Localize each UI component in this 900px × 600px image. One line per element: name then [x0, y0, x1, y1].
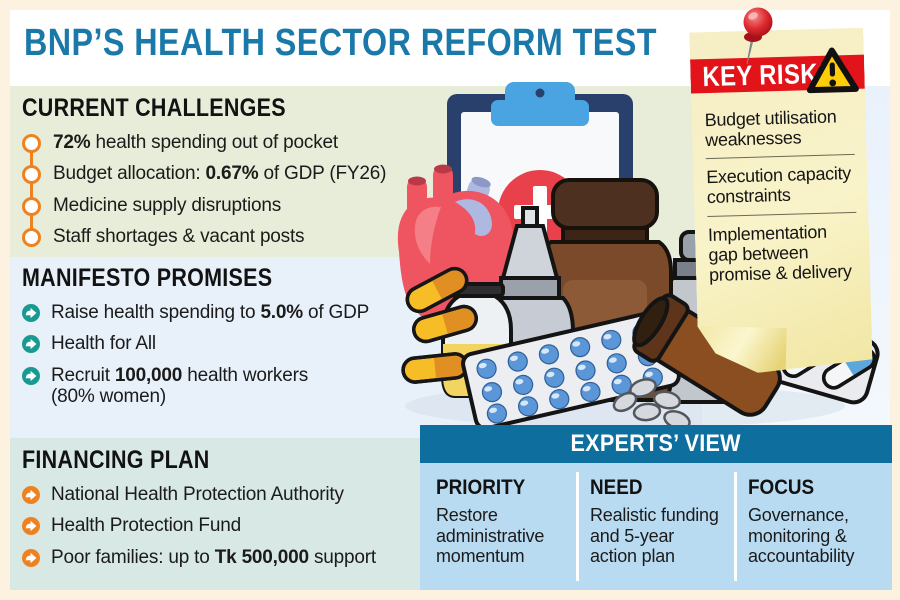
promises-list: Raise health spending to 5.0% of GDP Hea…: [22, 302, 427, 407]
experts-view-panel: EXPERTS’ VIEW PRIORITY Restore administr…: [420, 425, 892, 590]
experts-view-header: EXPERTS’ VIEW: [420, 425, 892, 463]
spilled-pills: [612, 378, 691, 430]
circle-arrow-icon: [22, 486, 40, 504]
section-current-challenges: CURRENT CHALLENGES 72% health spending o…: [22, 94, 427, 257]
financing-band: [10, 438, 420, 590]
text-segment: (80% women): [51, 385, 167, 407]
section-heading: FINANCING PLAN: [22, 446, 210, 474]
list-item: Recruit 100,000 health workers (80% women…: [22, 365, 427, 408]
text-segment-bold: 72%: [53, 132, 91, 153]
list-item-text: Budget allocation: 0.67% of GDP (FY26): [53, 163, 386, 184]
list-item: Budget allocation: 0.67% of GDP (FY26): [22, 163, 427, 185]
section-heading: MANIFESTO PROMISES: [22, 264, 273, 292]
text-segment: Raise health spending to: [51, 302, 261, 323]
text-segment: Medicine supply disruptions: [53, 194, 281, 216]
text-segment: National Health Protection Authority: [51, 484, 344, 505]
text-segment: Recruit: [51, 364, 115, 386]
experts-column-need: NEED Realistic funding and 5-year action…: [590, 476, 722, 567]
text-segment: Health Protection Fund: [51, 515, 241, 537]
list-item-text: Health for All: [51, 333, 156, 354]
section-heading: CURRENT CHALLENGES: [22, 94, 286, 122]
list-item-text: Medicine supply disruptions: [53, 195, 281, 216]
section-financing-plan: FINANCING PLAN National Health Protectio…: [22, 446, 414, 578]
column-label: PRIORITY: [436, 476, 526, 499]
text-segment: Poor families: up to: [51, 546, 215, 568]
experts-view-body: PRIORITY Restore administrative momentum…: [420, 463, 892, 590]
risk-item: Execution capacity constraints: [706, 155, 857, 216]
capsules-icon: [401, 266, 478, 384]
text-segment: health workers: [182, 364, 308, 386]
text-segment: Health for All: [51, 333, 156, 355]
column-label: NEED: [590, 476, 643, 499]
list-item: Staff shortages & vacant posts: [22, 226, 427, 247]
warning-triangle-icon: [805, 45, 860, 96]
column-divider: [734, 472, 737, 581]
list-item-text: Raise health spending to 5.0% of GDP: [51, 302, 369, 323]
risk-item: Budget utilisation weaknesses: [704, 98, 855, 159]
spilled-bottle-icon: [612, 293, 782, 430]
list-item-text: Staff shortages & vacant posts: [53, 225, 305, 247]
circle-arrow-icon: [22, 517, 40, 536]
list-item-text: Poor families: up to Tk 500,000 support: [51, 547, 376, 568]
circle-arrow-icon: [22, 548, 40, 567]
column-text: Restore administrative momentum: [436, 505, 545, 567]
page-title: BNP’S HEALTH SECTOR REFORM TEST: [24, 22, 657, 64]
financing-list: National Health Protection Authority Hea…: [22, 484, 414, 568]
text-segment-bold: 100,000: [114, 364, 183, 386]
text-segment: of GDP: [302, 302, 370, 323]
column-divider: [576, 472, 579, 581]
list-item-text: Health Protection Fund: [51, 515, 241, 536]
circle-arrow-icon: [22, 366, 40, 385]
column-text: Realistic funding and 5-year action plan: [590, 505, 719, 567]
circle-arrow-icon: [22, 304, 40, 322]
list-item: Health for All: [22, 333, 427, 354]
text-segment-bold: 5.0%: [260, 302, 303, 323]
list-item-text: Recruit 100,000 health workers (80% women…: [51, 365, 308, 408]
list-item-text: 72% health spending out of pocket: [53, 132, 338, 153]
experts-column-priority: PRIORITY Restore administrative momentum: [436, 476, 568, 567]
list-item: National Health Protection Authority: [22, 484, 414, 505]
list-item: Raise health spending to 5.0% of GDP: [22, 302, 427, 323]
key-risks-list: Budget utilisation weaknesses Execution …: [704, 98, 858, 293]
text-segment: Staff shortages & vacant posts: [53, 225, 305, 247]
text-segment: health spending out of pocket: [90, 132, 339, 153]
challenges-list: 72% health spending out of pocket Budget…: [22, 132, 427, 247]
experts-view-title: EXPERTS’ VIEW: [570, 430, 742, 457]
list-item: Health Protection Fund: [22, 515, 414, 536]
text-segment: Budget allocation:: [53, 163, 206, 185]
list-item: Medicine supply disruptions: [22, 195, 427, 216]
list-item: 72% health spending out of pocket: [22, 132, 427, 153]
text-segment: of GDP (FY26): [258, 163, 387, 185]
experts-column-focus: FOCUS Governance, monitoring & accountab…: [748, 476, 880, 567]
key-risks-note: KEY RISKS Budget utilisation weaknesses …: [689, 28, 872, 375]
list-item-text: National Health Protection Authority: [51, 484, 344, 505]
circle-arrow-icon: [22, 335, 40, 354]
key-risks-banner: KEY RISKS: [690, 55, 865, 94]
ring-bullet-icon: [22, 134, 41, 153]
ring-bullet-icon: [22, 227, 41, 247]
column-label: FOCUS: [748, 476, 815, 499]
ring-bullet-icon: [22, 196, 41, 216]
column-text: Governance, monitoring & accountability: [748, 505, 855, 567]
ring-bullet-icon: [22, 165, 41, 185]
list-item: Poor families: up to Tk 500,000 support: [22, 547, 414, 568]
section-manifesto-promises: MANIFESTO PROMISES Raise health spending…: [22, 264, 427, 417]
text-segment-bold: Tk 500,000: [214, 546, 309, 568]
risk-item: Implementation gap between promise & del…: [707, 221, 852, 285]
text-segment: support: [308, 546, 376, 568]
push-pin-icon: [743, 7, 773, 65]
text-segment-bold: 0.67%: [205, 163, 259, 185]
